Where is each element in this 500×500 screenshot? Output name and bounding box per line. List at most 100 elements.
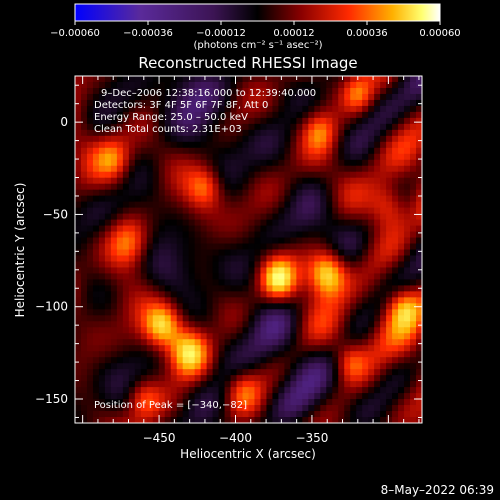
heatmap-cell <box>278 87 285 95</box>
heatmap-cell <box>218 285 226 292</box>
heatmap-cell <box>308 381 315 388</box>
heatmap-cell <box>374 141 381 149</box>
heatmap-cell <box>284 237 291 245</box>
colorbar-tick-label: 0.00060 <box>419 28 460 39</box>
heatmap-cell <box>254 225 262 233</box>
heatmap-cell <box>236 351 244 358</box>
heatmap-cell <box>326 279 333 286</box>
heatmap-cell <box>188 273 196 281</box>
heatmap-cell <box>80 255 88 263</box>
heatmap-cell <box>410 351 417 358</box>
heatmap-cell <box>200 213 208 221</box>
heatmap-cell <box>302 243 309 251</box>
heatmap-cell <box>212 387 220 394</box>
heatmap-cell <box>302 231 309 239</box>
heatmap-cell <box>314 321 321 328</box>
heatmap-cell <box>104 303 112 310</box>
heatmap-cell <box>200 255 208 263</box>
heatmap-cell <box>212 417 220 423</box>
heatmap-cell <box>146 189 154 197</box>
heatmap-cell <box>92 309 100 316</box>
heatmap-cell <box>296 279 303 286</box>
heatmap-cell <box>200 333 208 340</box>
heatmap-cell <box>266 135 274 143</box>
heatmap-cell <box>416 189 422 197</box>
heatmap-cell <box>392 135 399 143</box>
heatmap-cell <box>140 345 148 352</box>
heatmap-cell <box>224 393 232 400</box>
heatmap-cell <box>116 123 124 131</box>
heatmap-cell <box>104 99 112 107</box>
heatmap-cell <box>206 387 214 394</box>
heatmap-cell <box>284 279 291 286</box>
heatmap-cell <box>110 339 118 346</box>
heatmap-cell <box>296 327 303 334</box>
heatmap-cell <box>350 267 357 275</box>
heatmap-cell <box>170 261 178 269</box>
heatmap-cell <box>152 279 160 286</box>
heatmap-cell <box>98 285 106 292</box>
heatmap-cell <box>374 261 381 269</box>
heatmap-cell <box>188 76 196 83</box>
heatmap-cell <box>332 111 339 119</box>
heatmap-cell <box>254 393 262 400</box>
heatmap-cell <box>320 147 327 155</box>
heatmap-cell <box>410 387 417 394</box>
annotation-energy-range: Energy Range: 25.0 – 50.0 keV <box>94 112 248 123</box>
heatmap-cell <box>200 243 208 251</box>
heatmap-cell <box>182 399 190 406</box>
heatmap-cell <box>260 189 268 197</box>
heatmap-cell <box>356 267 363 275</box>
heatmap-cell <box>152 129 160 137</box>
heatmap-cell <box>86 225 94 233</box>
heatmap-cell <box>260 351 268 358</box>
heatmap-cell <box>380 93 387 101</box>
heatmap-cell <box>266 279 274 286</box>
heatmap-cell <box>170 297 178 304</box>
heatmap-cell <box>134 417 142 423</box>
heatmap-cell <box>398 243 405 251</box>
heatmap-cell <box>386 99 393 107</box>
heatmap-cell <box>320 291 327 298</box>
heatmap-cell <box>176 369 184 376</box>
heatmap-cell <box>344 117 351 125</box>
heatmap-cell <box>176 381 184 388</box>
heatmap-cell <box>374 411 381 418</box>
heatmap-cell <box>308 123 315 131</box>
heatmap-cell <box>338 417 345 423</box>
heatmap-cell <box>344 273 351 281</box>
heatmap-cell <box>344 357 351 364</box>
heatmap-cell <box>116 357 124 364</box>
heatmap-cell <box>332 291 339 298</box>
heatmap-cell <box>182 297 190 304</box>
heatmap-cell <box>194 273 202 281</box>
heatmap-cell <box>206 369 214 376</box>
heatmap-cell <box>236 135 244 143</box>
heatmap-cell <box>266 183 274 191</box>
heatmap-cell <box>380 291 387 298</box>
heatmap-cell <box>224 369 232 376</box>
heatmap-cell <box>206 225 214 233</box>
heatmap-cell <box>122 159 130 167</box>
heatmap-cell <box>332 267 339 275</box>
heatmap-cell <box>410 249 417 257</box>
heatmap-cell <box>260 111 268 119</box>
heatmap-cell <box>296 207 303 215</box>
heatmap-cell <box>200 417 208 423</box>
heatmap-cell <box>80 225 88 233</box>
heatmap-cell <box>386 351 393 358</box>
heatmap-cell <box>284 99 291 107</box>
heatmap-cell <box>332 99 339 107</box>
heatmap-cell <box>230 111 238 119</box>
heatmap-cell <box>146 405 154 412</box>
heatmap-cell <box>410 76 417 83</box>
heatmap-cell <box>386 207 393 215</box>
heatmap-cell <box>200 363 208 370</box>
heatmap-cell <box>302 105 309 113</box>
heatmap-cell <box>86 321 94 328</box>
heatmap-cell <box>290 123 297 131</box>
heatmap-cell <box>98 375 106 382</box>
heatmap-cell <box>350 99 357 107</box>
heatmap-cell <box>308 81 315 89</box>
heatmap-cell <box>308 297 315 304</box>
